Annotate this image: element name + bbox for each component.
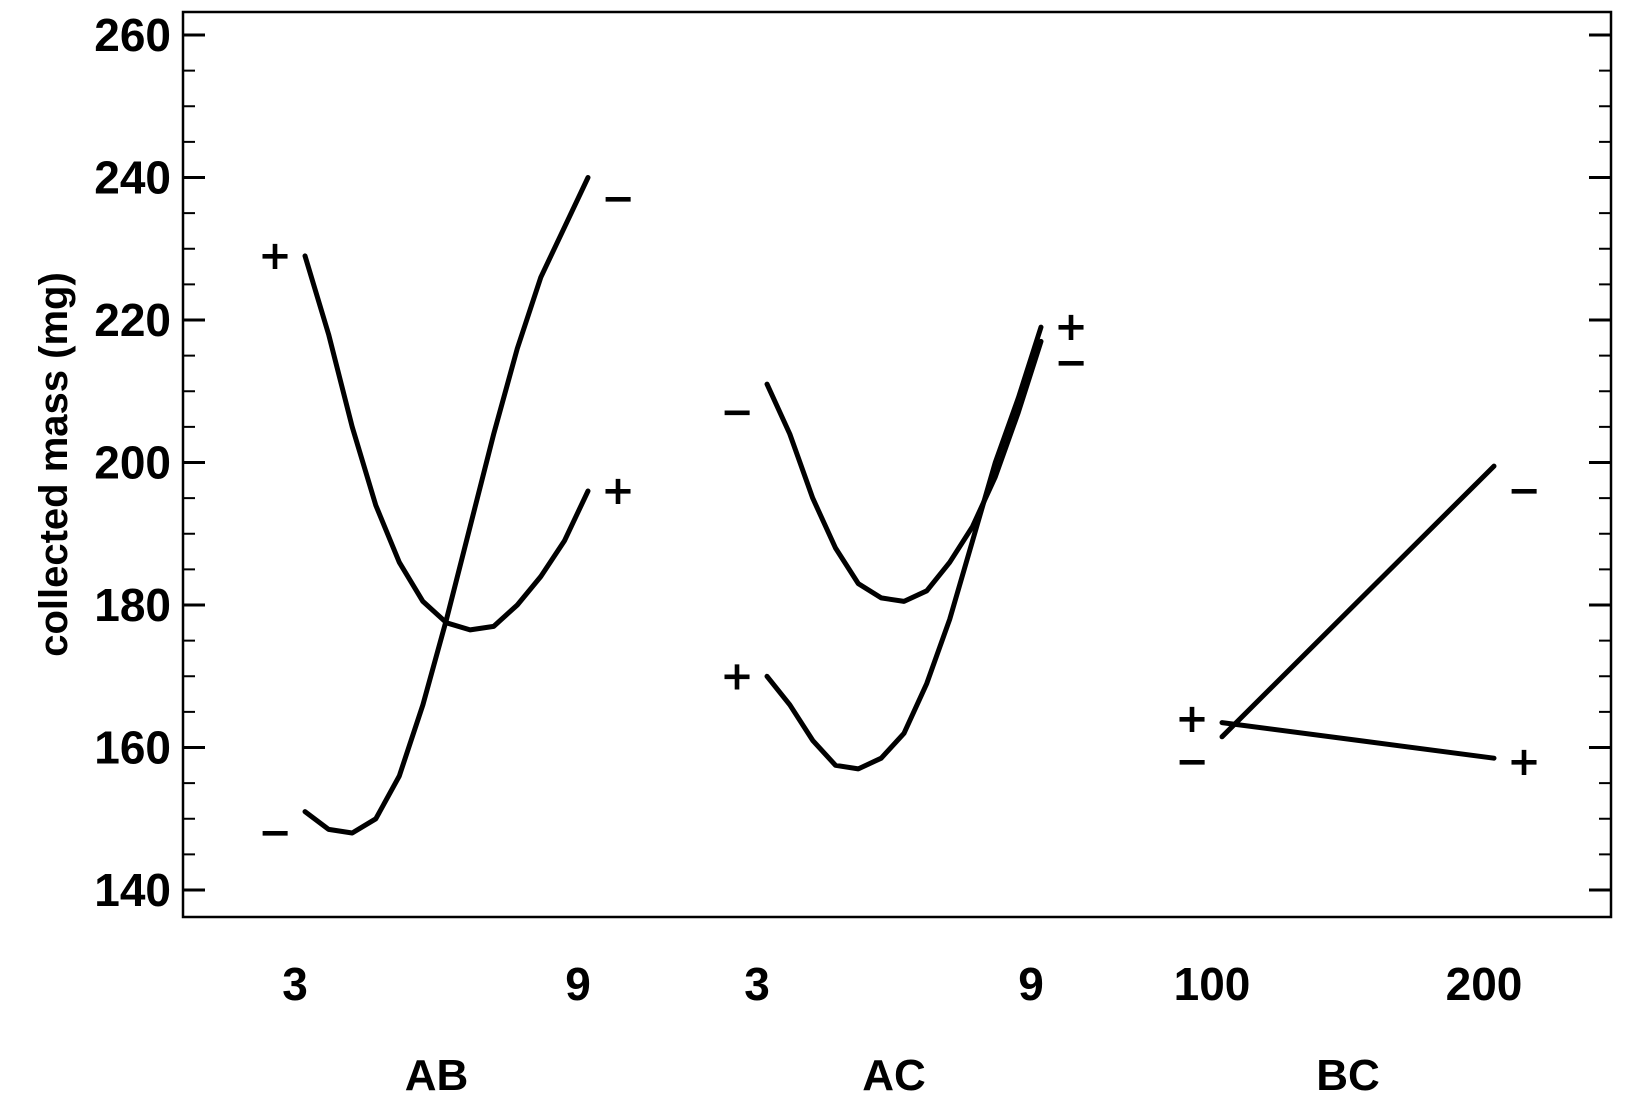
series-marker: + [1054,304,1088,350]
series-line-ac-minus [764,338,1044,604]
series-line-bc-plus [1219,720,1497,761]
series-line-ab-minus [302,175,591,836]
y-tick-label: 240 [94,152,171,204]
y-tick-label: 140 [94,864,171,916]
series-line-bc-minus [1219,463,1497,740]
x-axis: 3 9 AB 3 9 AC 100 200 BC [282,958,1522,1100]
series-marker: − [601,176,635,222]
y-tick-label: 260 [94,9,171,61]
series-marker: − [1054,340,1088,386]
x-tick-label: 100 [1174,958,1251,1010]
series-marker: + [1507,739,1541,785]
series-marker: + [720,653,754,699]
series-marker: − [1507,468,1541,514]
x-tick-label: 200 [1446,958,1523,1010]
y-tick-label: 200 [94,437,171,489]
y-tick-label: 220 [94,294,171,346]
y-tick-label: 160 [94,722,171,774]
series-line-ab-plus [302,253,591,633]
y-axis: 140 160 180 200 220 240 260 [94,9,1611,916]
panel-label-bc: BC [1316,1051,1380,1100]
series-marker: − [258,810,292,856]
series-marker: + [601,468,635,514]
x-tick-label: 9 [1018,958,1044,1010]
y-tick-label: 180 [94,579,171,631]
panel-label-ab: AB [405,1051,469,1100]
x-tick-label: 3 [744,958,770,1010]
series-marker: + [1175,696,1209,742]
panel-label-ac: AC [862,1051,926,1100]
series-markers: +−−+−++−+−−+ [258,176,1541,856]
series-marker: − [1175,739,1209,785]
series-marker: + [258,233,292,279]
y-axis-title: collected mass (mg) [32,272,76,657]
x-tick-label: 3 [282,958,308,1010]
plot-frame [181,10,1613,919]
series-layer [302,175,1497,836]
x-tick-label: 9 [565,958,591,1010]
series-line-ac-plus [764,324,1044,772]
series-marker: − [720,390,754,436]
